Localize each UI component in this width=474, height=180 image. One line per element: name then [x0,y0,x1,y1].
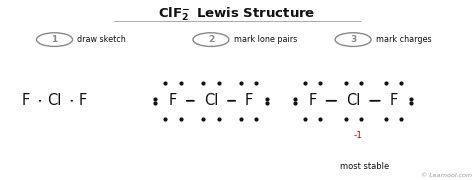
Text: © Learnool.com: © Learnool.com [420,173,472,178]
Text: -1: -1 [354,131,362,140]
Text: F: F [309,93,317,108]
Text: Cl: Cl [204,93,218,108]
Text: F: F [389,93,398,108]
Text: Cl: Cl [346,93,360,108]
Text: F: F [245,93,253,108]
Text: draw sketch: draw sketch [77,35,126,44]
Text: Cl: Cl [47,93,62,108]
Text: 2: 2 [208,35,214,44]
Text: $\mathbf{ClF_2^{\!-}}$ Lewis Structure: $\mathbf{ClF_2^{\!-}}$ Lewis Structure [158,5,316,23]
Text: F: F [169,93,177,108]
Text: mark charges: mark charges [376,35,431,44]
Text: 3: 3 [350,35,356,44]
Text: 1: 1 [51,35,58,44]
Text: mark lone pairs: mark lone pairs [234,35,297,44]
Text: F: F [79,93,87,108]
Text: most stable: most stable [340,162,390,171]
Text: F: F [22,93,30,108]
